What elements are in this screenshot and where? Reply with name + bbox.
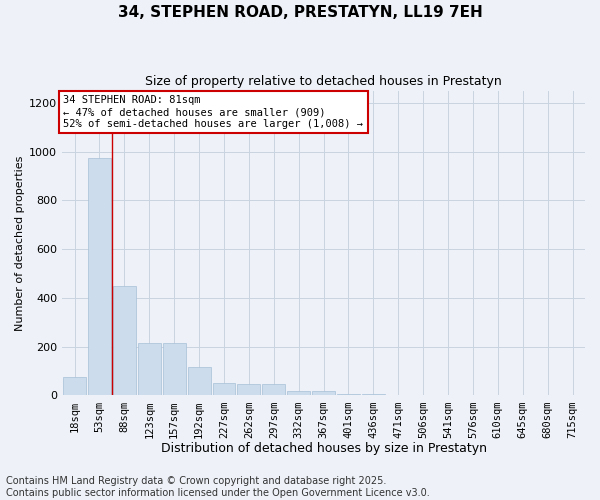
Bar [212,384,235,396]
Bar [163,343,185,396]
Bar [88,158,111,396]
Bar [238,384,260,396]
Bar [188,368,211,396]
Bar [138,343,161,396]
Bar [312,392,335,396]
Bar [362,394,385,396]
Title: Size of property relative to detached houses in Prestatyn: Size of property relative to detached ho… [145,75,502,88]
Text: Contains HM Land Registry data © Crown copyright and database right 2025.
Contai: Contains HM Land Registry data © Crown c… [6,476,430,498]
Text: 34, STEPHEN ROAD, PRESTATYN, LL19 7EH: 34, STEPHEN ROAD, PRESTATYN, LL19 7EH [118,5,482,20]
X-axis label: Distribution of detached houses by size in Prestatyn: Distribution of detached houses by size … [161,442,487,455]
Bar [387,394,410,396]
Bar [287,392,310,396]
Text: 34 STEPHEN ROAD: 81sqm
← 47% of detached houses are smaller (909)
52% of semi-de: 34 STEPHEN ROAD: 81sqm ← 47% of detached… [64,96,364,128]
Bar [337,394,360,396]
Bar [113,286,136,396]
Bar [262,384,285,396]
Y-axis label: Number of detached properties: Number of detached properties [15,156,25,330]
Bar [63,377,86,396]
